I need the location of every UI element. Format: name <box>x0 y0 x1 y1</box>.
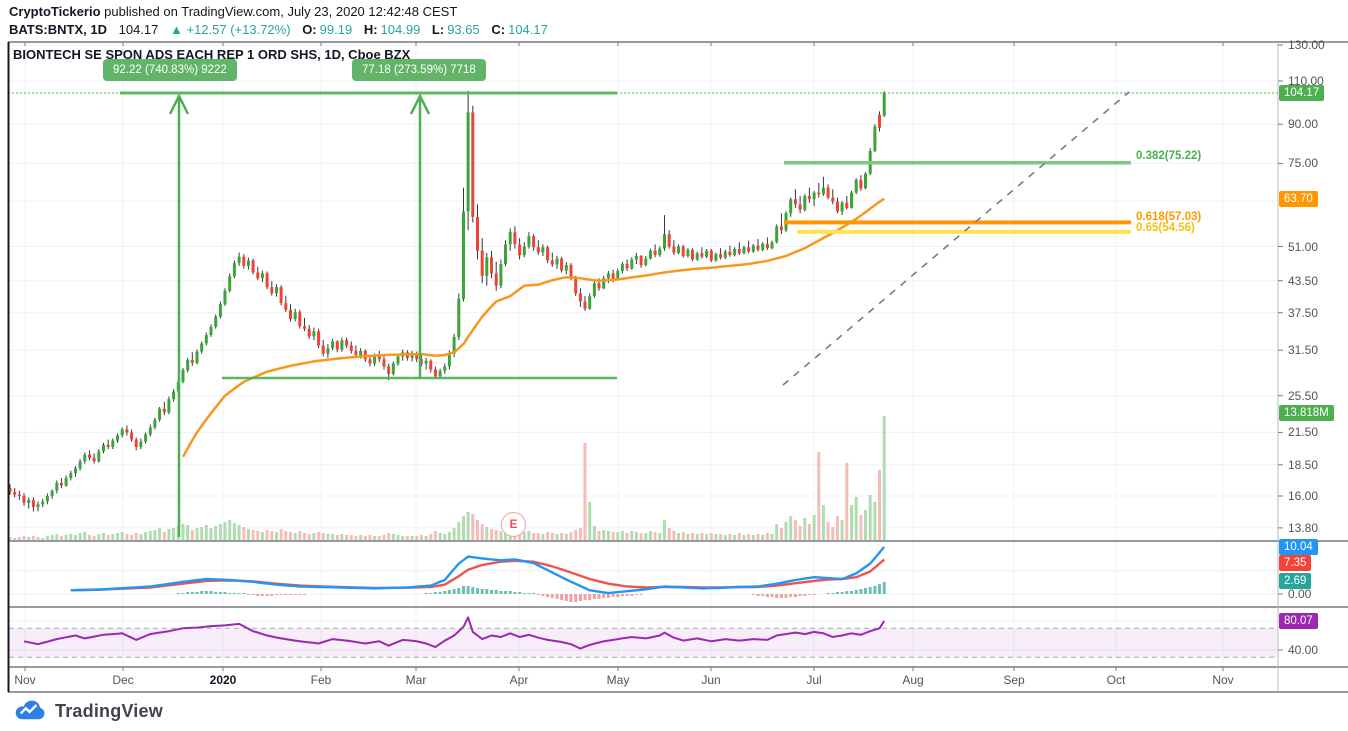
fib-extension-label-1[interactable]: 92.22 (740.83%) 9222 <box>103 59 237 81</box>
open-value: 99.19 <box>319 22 353 37</box>
high-value: 104.99 <box>380 22 421 37</box>
last-price: 104.17 <box>118 22 159 37</box>
price-change: ▲ +12.57 (+13.72%) <box>170 22 291 37</box>
price-tick-label: 25.50 <box>1288 388 1319 403</box>
fib-extension-label-2[interactable]: 77.18 (273.59%) 7718 <box>352 59 486 81</box>
logo-text: TradingView <box>55 700 163 721</box>
symbol-interval: BATS:BNTX, 1D <box>9 22 107 37</box>
month-label: Mar <box>405 673 427 687</box>
month-label: Apr <box>509 673 529 687</box>
grid <box>9 42 1277 667</box>
earnings-marker[interactable]: E <box>501 512 526 537</box>
price-tick-label: 110.00 <box>1288 74 1324 88</box>
low-value: 93.65 <box>447 22 480 37</box>
candles <box>8 91 886 512</box>
ma-line <box>181 197 885 458</box>
month-label: 2020 <box>209 673 237 687</box>
month-label: Feb <box>310 673 332 687</box>
macd-line <box>70 546 886 595</box>
close-value: 104.17 <box>508 22 548 37</box>
projection-arrow-1 <box>168 93 190 537</box>
high-label: H: <box>363 22 378 37</box>
chart-title: BIONTECH SE SPON ADS EACH REP 1 ORD SHS,… <box>13 47 411 62</box>
month-label: Sep <box>1003 673 1025 687</box>
low-label: L: <box>431 22 445 37</box>
price-tick-label: 13.80 <box>1288 520 1319 535</box>
macd-histogram <box>176 582 886 602</box>
projection-arrow-2 <box>409 93 431 378</box>
close-label: C: <box>491 22 506 37</box>
price-tick-label: 37.50 <box>1288 305 1319 320</box>
rsi-line <box>23 616 886 650</box>
price-tick-label: 18.50 <box>1288 457 1319 472</box>
month-label: Aug <box>902 673 924 687</box>
price-tick-label: 21.50 <box>1288 425 1319 440</box>
price-badge: 2.69 <box>1279 573 1312 589</box>
price-badge: 80.07 <box>1279 613 1318 629</box>
publish-line: CryptoTickerio published on TradingView.… <box>9 3 551 21</box>
month-label: Jul <box>806 673 822 687</box>
rsi-band <box>9 628 1277 658</box>
publisher-name: CryptoTickerio <box>9 4 101 19</box>
price-tick-label: 90.00 <box>1288 117 1319 132</box>
open-label: O: <box>302 22 317 37</box>
indicator-tick-label: 0.00 <box>1288 587 1312 601</box>
price-badge: 10.04 <box>1279 539 1318 555</box>
price-tick-label: 16.00 <box>1288 489 1319 503</box>
tradingview-cloud-icon <box>15 700 45 720</box>
price-badge: 63.70 <box>1279 190 1318 207</box>
month-label: Nov <box>1212 673 1234 687</box>
month-label: Dec <box>112 673 134 687</box>
indicator-tick-label: 40.00 <box>1288 643 1319 657</box>
price-badge: 104.17 <box>1279 84 1325 101</box>
price-tick-label: 75.00 <box>1288 156 1319 171</box>
price-tick-label: 51.00 <box>1288 239 1319 254</box>
month-label: Nov <box>14 673 36 687</box>
publish-info: published on TradingView.com, July 23, 2… <box>100 4 458 19</box>
fib-level-0382-label[interactable]: 0.382(75.22) <box>1136 150 1202 162</box>
price-badge: 7.35 <box>1279 555 1312 571</box>
price-tick-label: 43.50 <box>1288 273 1319 288</box>
time-axis[interactable] <box>8 667 1278 692</box>
price-badge: 13.818M <box>1279 405 1334 421</box>
price-tick-label: 130.00 <box>1288 38 1325 52</box>
volume-bars <box>8 416 886 540</box>
fib-level-065-label[interactable]: 0.65(54.56) <box>1136 222 1195 234</box>
fib-level-0618-label[interactable]: 0.618(57.03) <box>1136 211 1202 223</box>
month-label: May <box>606 673 630 687</box>
tradingview-logo[interactable]: TradingView <box>13 700 163 722</box>
trend-diagonal-line <box>782 91 1130 386</box>
symbol-line: BATS:BNTX, 1D 104.17 ▲ +12.57 (+13.72%) … <box>9 21 551 39</box>
month-label: Jun <box>701 673 721 687</box>
header: CryptoTickerio published on TradingView.… <box>9 3 551 39</box>
price-tick-label: 31.50 <box>1288 343 1319 358</box>
month-label: Oct <box>1106 673 1126 687</box>
